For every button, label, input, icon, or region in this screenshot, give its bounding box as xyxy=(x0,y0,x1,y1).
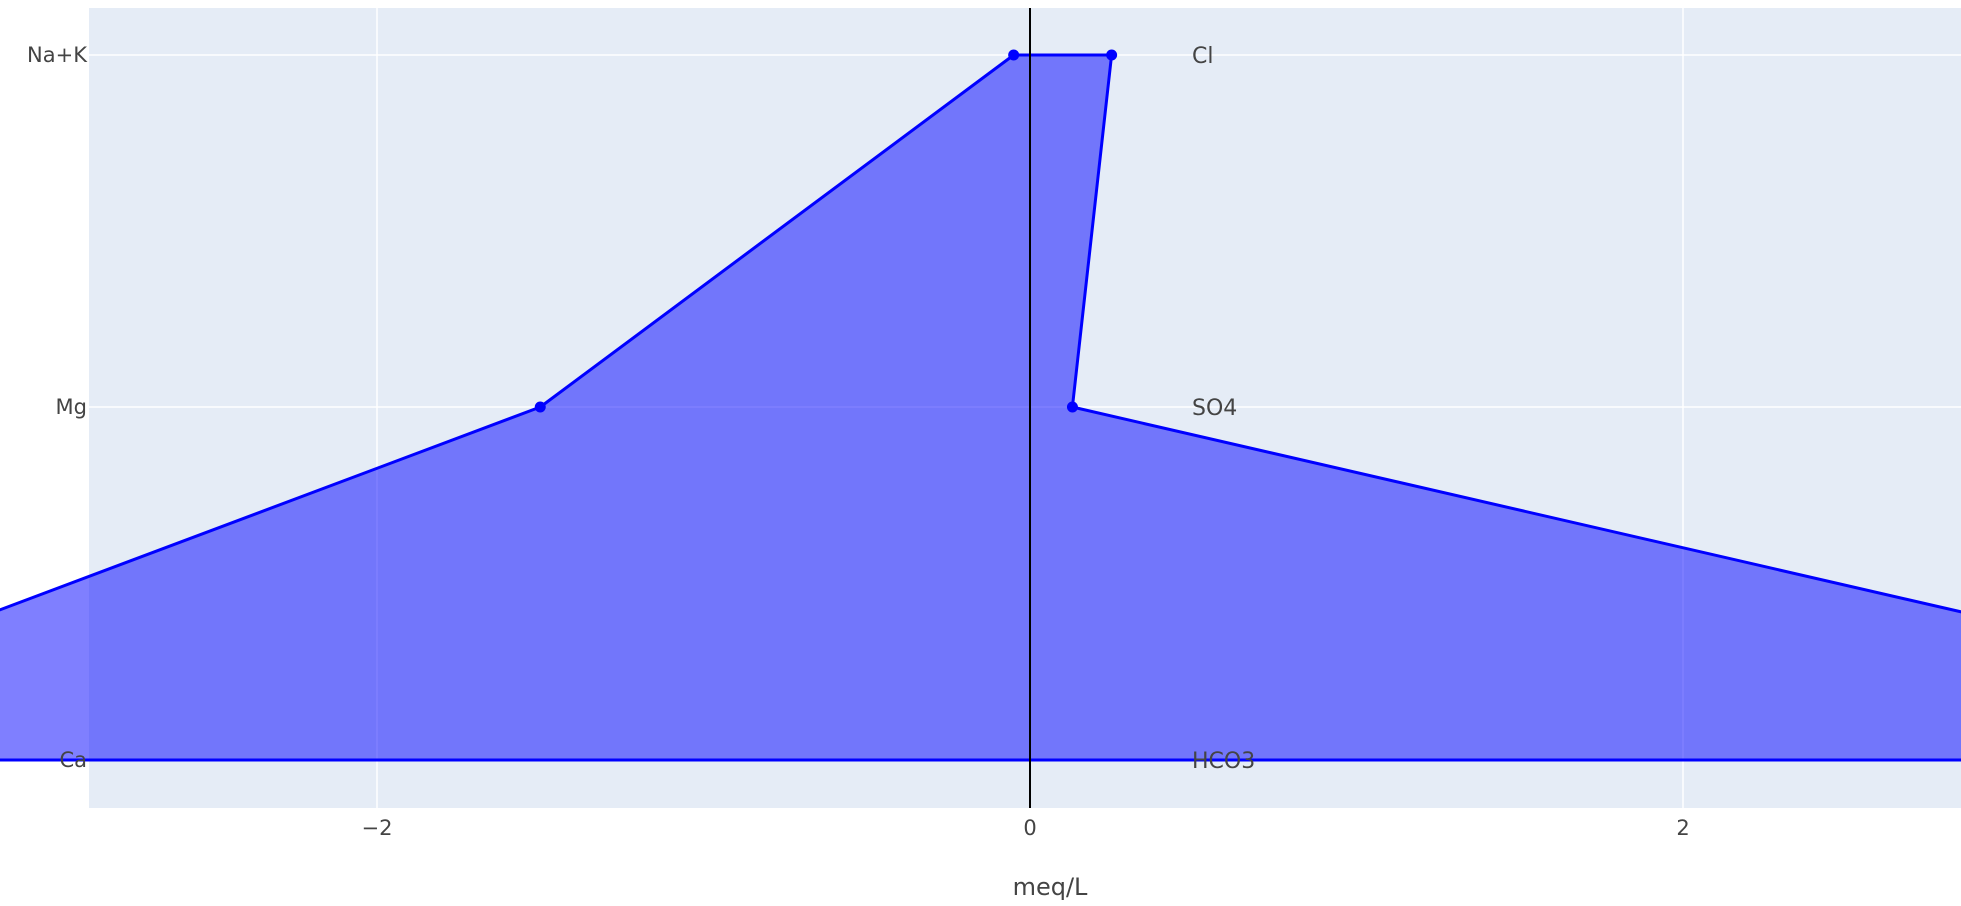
annotation-label: SO4 xyxy=(1192,396,1237,421)
annotation-label: HCO3 xyxy=(1192,749,1255,774)
y-tick-label: Mg xyxy=(56,395,87,419)
annotation-label: Cl xyxy=(1192,44,1213,69)
x-axis-title: meq/L xyxy=(1013,873,1088,901)
x-tick-label: 2 xyxy=(1676,816,1689,840)
y-tick-label: Na+K xyxy=(27,43,88,67)
data-point xyxy=(1106,49,1118,61)
y-tick-label: Ca xyxy=(59,748,87,772)
filled-area xyxy=(0,55,1961,760)
polygon-layer xyxy=(0,8,1961,808)
data-point xyxy=(534,401,546,413)
x-tick-label: 0 xyxy=(1023,816,1036,840)
anion-annotations: Cl SO4 HCO3 xyxy=(1192,44,1255,774)
data-point xyxy=(1066,401,1078,413)
y-axis-labels: Na+K Mg Ca xyxy=(27,43,88,772)
x-axis-labels: −4−2024 xyxy=(362,816,1690,840)
x-tick-label: −2 xyxy=(362,816,393,840)
data-point xyxy=(1008,49,1020,61)
